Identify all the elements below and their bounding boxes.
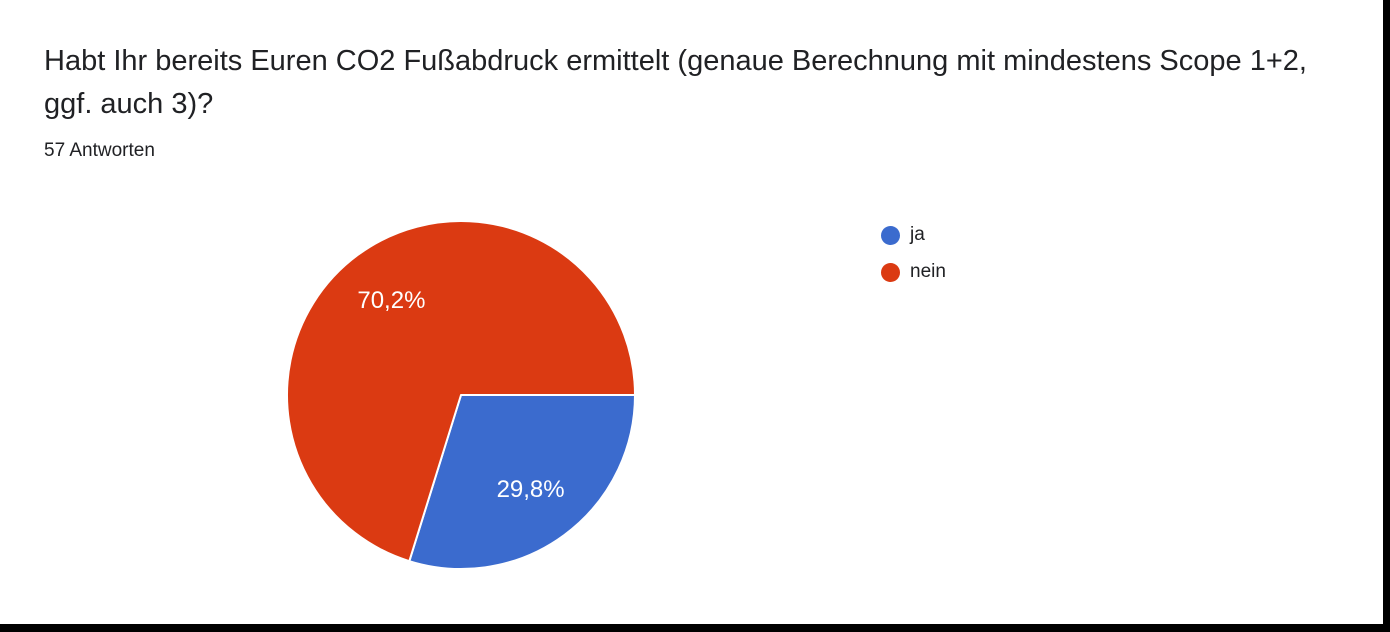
legend-label: nein	[910, 261, 946, 282]
legend-dot-icon	[881, 225, 900, 245]
screenshot-right-border	[1383, 0, 1390, 632]
responses-count: 57 Antworten	[44, 140, 155, 161]
pie-slice-percent-label-nein: 70,2%	[357, 287, 425, 314]
pie-slice-percent-label-ja: 29,8%	[497, 476, 565, 503]
question-title: Habt Ihr bereits Euren CO2 Fußabdruck er…	[44, 45, 1307, 120]
legend-item-ja: ja	[881, 224, 946, 246]
legend-label: ja	[910, 224, 925, 245]
screenshot-bottom-border	[0, 624, 1390, 632]
pie-slice-nein[interactable]	[286, 220, 636, 563]
chart-legend: ja nein	[881, 224, 946, 298]
legend-dot-icon	[881, 262, 900, 282]
legend-item-nein: nein	[881, 261, 946, 283]
pie-chart-svg: 29,8% 70,2%	[286, 220, 636, 570]
pie-slice-ja[interactable]	[408, 394, 636, 570]
